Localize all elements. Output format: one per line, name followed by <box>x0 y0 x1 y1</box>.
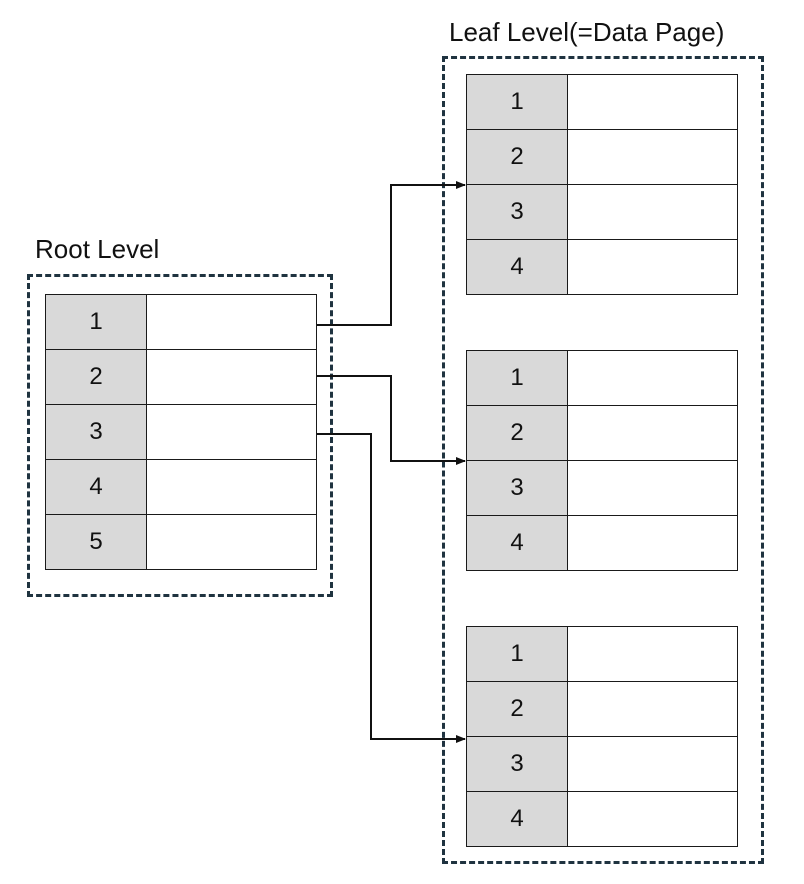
table-row: 3 <box>466 460 738 516</box>
key-cell: 2 <box>466 405 568 461</box>
key-cell: 4 <box>45 459 147 515</box>
table-row: 4 <box>466 791 738 847</box>
value-cell <box>146 404 317 460</box>
value-cell <box>567 681 738 737</box>
key-cell: 2 <box>45 349 147 405</box>
value-cell <box>567 791 738 847</box>
leaf-page-1-table: 1 2 3 4 <box>466 74 738 295</box>
key-cell: 1 <box>466 350 568 406</box>
table-row: 3 <box>466 184 738 240</box>
value-cell <box>567 350 738 406</box>
table-row: 1 <box>466 350 738 406</box>
table-row: 3 <box>45 404 317 460</box>
key-cell: 1 <box>466 74 568 130</box>
value-cell <box>567 129 738 185</box>
key-cell: 5 <box>45 514 147 570</box>
key-cell: 4 <box>466 515 568 571</box>
value-cell <box>567 460 738 516</box>
key-cell: 3 <box>466 460 568 516</box>
key-cell: 3 <box>45 404 147 460</box>
root-level-label: Root Level <box>35 234 160 264</box>
table-row: 3 <box>466 736 738 792</box>
table-row: 5 <box>45 514 317 570</box>
key-cell: 3 <box>466 184 568 240</box>
key-cell: 4 <box>466 791 568 847</box>
value-cell <box>146 514 317 570</box>
table-row: 2 <box>466 681 738 737</box>
table-row: 4 <box>466 515 738 571</box>
value-cell <box>146 294 317 350</box>
leaf-page-3-table: 1 2 3 4 <box>466 626 738 847</box>
table-row: 2 <box>466 405 738 461</box>
table-row: 4 <box>45 459 317 515</box>
value-cell <box>567 736 738 792</box>
key-cell: 1 <box>45 294 147 350</box>
value-cell <box>567 184 738 240</box>
value-cell <box>567 239 738 295</box>
value-cell <box>567 515 738 571</box>
value-cell <box>146 349 317 405</box>
value-cell <box>567 74 738 130</box>
table-row: 2 <box>45 349 317 405</box>
table-row: 1 <box>466 626 738 682</box>
table-row: 2 <box>466 129 738 185</box>
value-cell <box>567 626 738 682</box>
leaf-page-2-table: 1 2 3 4 <box>466 350 738 571</box>
key-cell: 1 <box>466 626 568 682</box>
value-cell <box>567 405 738 461</box>
root-index-table: 1 2 3 4 5 <box>45 294 317 570</box>
key-cell: 4 <box>466 239 568 295</box>
table-row: 1 <box>45 294 317 350</box>
leaf-level-label: Leaf Level(=Data Page) <box>449 17 725 47</box>
value-cell <box>146 459 317 515</box>
key-cell: 2 <box>466 681 568 737</box>
table-row: 1 <box>466 74 738 130</box>
table-row: 4 <box>466 239 738 295</box>
key-cell: 2 <box>466 129 568 185</box>
key-cell: 3 <box>466 736 568 792</box>
